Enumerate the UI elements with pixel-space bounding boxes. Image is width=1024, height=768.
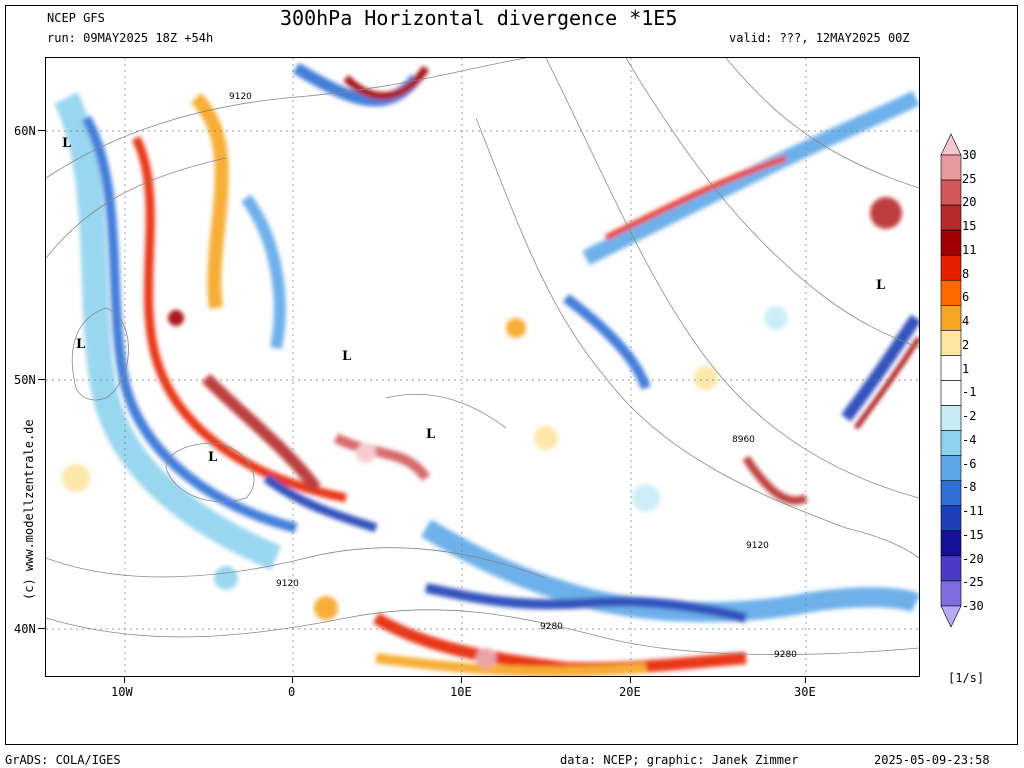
lat-tick (38, 379, 45, 380)
contour-label: 9280 (540, 622, 563, 632)
valid-time: valid: ???, 12MAY2025 00Z (729, 31, 910, 45)
colorbar-level-label: 30 (962, 148, 977, 162)
run-info: run: 09MAY2025 18Z +54h (47, 31, 214, 45)
colorbar-swatch (940, 279, 962, 306)
colorbar-swatch (940, 179, 962, 206)
graticule (46, 58, 919, 676)
colorbar-level-label: -4 (962, 432, 977, 447)
lon-tick (124, 677, 125, 683)
colorbar-swatch (940, 405, 962, 431)
colorbar-swatch (940, 505, 962, 532)
colorbar-level-label: 8 (962, 266, 970, 281)
low-marker: L (208, 450, 217, 465)
colorbar-swatch (940, 154, 962, 181)
colorbar-level-label: -6 (962, 456, 977, 471)
copyright-text: (c) www.modellzentrale.de (22, 419, 36, 600)
colorbar-swatch (940, 229, 962, 256)
colorbar-swatch (940, 530, 962, 557)
contour-label: 9120 (276, 579, 299, 589)
divergence-field (54, 62, 919, 676)
divergence-map: L L L L L L 9120 9120 9120 9280 9280 896… (45, 57, 920, 677)
colorbar-swatch (940, 480, 962, 507)
colorbar-level-label: 6 (962, 290, 970, 305)
lon-tick (630, 677, 631, 683)
lon-label-20e: 20E (619, 685, 641, 699)
data-credit: data: NCEP; graphic: Janek Zimmer (560, 753, 799, 767)
unit-label: [1/s] (948, 671, 985, 685)
grads-credit: GrADS: COLA/IGES (5, 753, 121, 767)
colorbar-swatch (940, 305, 962, 331)
colorbar-level-label: -15 (962, 527, 984, 542)
lon-tick (292, 677, 293, 683)
lon-label-0: 0 (288, 685, 296, 699)
colorbar-level-label: 25 (962, 171, 977, 186)
colorbar-level-label: -25 (962, 575, 984, 590)
geopotential-contours (46, 58, 919, 655)
colorbar-level-label: 2 (962, 337, 970, 352)
colorbar-swatch (940, 330, 962, 356)
colorbar-level-label: -2 (962, 409, 977, 424)
colorbar-level-label: -20 (962, 551, 984, 566)
lat-label-50n: 50N (14, 373, 36, 387)
colorbar-level-label: 15 (962, 219, 977, 234)
colorbar-swatch (940, 580, 962, 607)
lon-tick (805, 677, 806, 683)
contour-label: 9280 (774, 650, 797, 660)
low-pressure-markers: L L L L L L (62, 136, 885, 465)
lon-label-10e: 10E (450, 685, 472, 699)
contour-label: 9120 (746, 541, 769, 551)
colorbar-swatch (940, 254, 962, 281)
chart-title: 300hPa Horizontal divergence *1E5 (280, 6, 678, 30)
low-marker: L (426, 427, 435, 442)
image-frame (5, 5, 1018, 745)
colorbar-swatch (940, 455, 962, 482)
colorbar-swatch (940, 204, 962, 231)
colorbar-swatch (940, 555, 962, 582)
colorbar-swatch (940, 605, 962, 628)
lat-label-40n: 40N (14, 622, 36, 636)
colorbar-swatch (940, 355, 962, 381)
colorbar-swatch (940, 133, 962, 156)
low-marker: L (76, 337, 85, 352)
low-marker: L (62, 136, 71, 151)
colorbar-level-label: -1 (962, 385, 977, 400)
contour-labels: 9120 9120 9120 9280 9280 8960 (229, 92, 797, 660)
lon-label-30e: 30E (794, 685, 816, 699)
colorbar-level-label: 11 (962, 242, 977, 257)
colorbar-swatch (940, 380, 962, 406)
lon-label-10w: 10W (111, 685, 133, 699)
timestamp: 2025-05-09-23:58 (874, 753, 990, 767)
low-marker: L (876, 278, 885, 293)
colorbar-level-label: 20 (962, 195, 977, 210)
colorbar (940, 133, 962, 628)
colorbar-level-label: -30 (962, 599, 984, 613)
colorbar-level-label: -11 (962, 504, 984, 519)
lat-label-60n: 60N (14, 124, 36, 138)
colorbar-level-label: -8 (962, 480, 977, 495)
contour-label: 8960 (732, 435, 755, 445)
colorbar-level-label: 1 (962, 361, 970, 376)
model-name: NCEP GFS (47, 11, 105, 25)
low-marker: L (342, 349, 351, 364)
lat-tick (38, 130, 45, 131)
lon-tick (461, 677, 462, 683)
contour-label: 9120 (229, 92, 252, 102)
colorbar-swatch (940, 430, 962, 456)
colorbar-level-label: 4 (962, 314, 970, 329)
lat-tick (38, 628, 45, 629)
